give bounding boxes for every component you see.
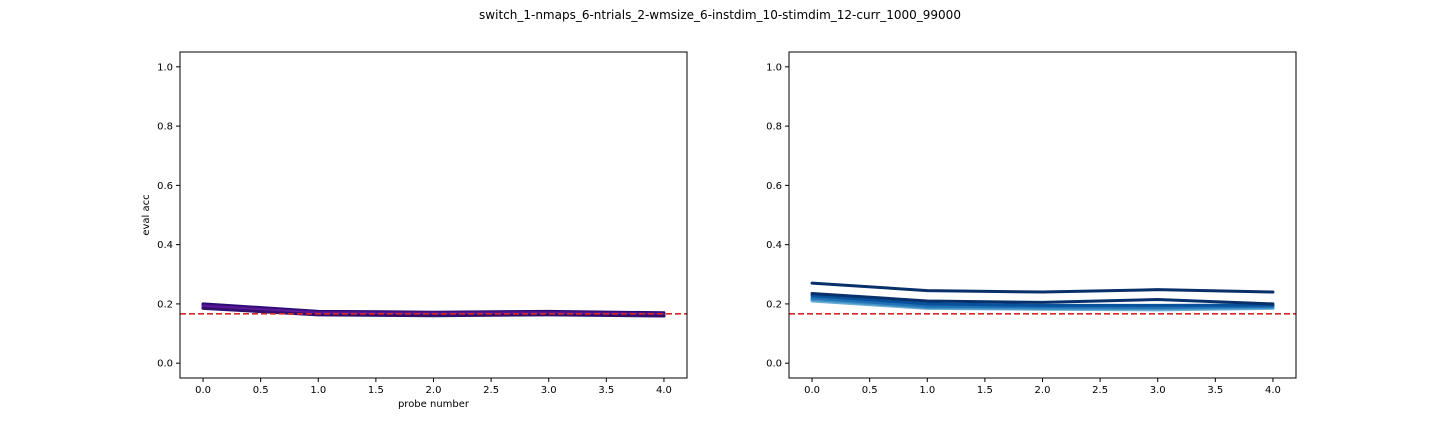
chart-0-x-tick-label: 2.5 (483, 385, 499, 396)
chart-0-x-tick-label: 1.5 (368, 385, 384, 396)
chart-1-y-tick-label: 1.0 (766, 62, 782, 73)
chart-1-x-tick-label: 0.5 (862, 385, 878, 396)
figure-title: switch_1-nmaps_6-ntrials_2-wmsize_6-inst… (479, 8, 961, 22)
chart-0-series-line-5 (201, 306, 666, 318)
chart-0-x-tick-label: 1.0 (310, 385, 326, 396)
chart-0-y-tick-label: 0.4 (157, 240, 173, 251)
chart-0-x-tick-label: 3.5 (598, 385, 614, 396)
chart-1-series-line-5 (810, 281, 1275, 294)
chart-1-y-tick-label: 0.2 (766, 299, 782, 310)
chart-0-y-tick-label: 0.0 (157, 359, 173, 370)
chart-1-x-tick-label: 2.0 (1035, 385, 1051, 396)
chart-1-x-tick-label: 4.0 (1265, 385, 1281, 396)
chart-1-y-tick-label: 0.6 (766, 181, 782, 192)
chart-1-x-tick-label: 0.0 (804, 385, 820, 396)
chart-0-x-tick-label: 3.0 (541, 385, 557, 396)
chart-0-y-tick-label: 0.2 (157, 299, 173, 310)
chart-1-x-tick-label: 2.5 (1092, 385, 1108, 396)
chart-1-x-tick-label: 3.0 (1150, 385, 1166, 396)
chart-0-y-tick-label: 0.6 (157, 181, 173, 192)
chart-1-x-tick-label: 1.0 (919, 385, 935, 396)
chart-1-x-tick-label: 1.5 (977, 385, 993, 396)
chart-1-x-tick-label: 3.5 (1207, 385, 1223, 396)
chart-0-y-tick-label: 0.8 (157, 122, 173, 133)
chart-0-x-axis-label: probe number (398, 399, 470, 410)
chart-1-y-tick-label: 0.4 (766, 240, 782, 251)
chart-0-x-tick-label: 0.0 (195, 385, 211, 396)
left-subplot: 0.0 0.5 1.0 1.5 2.0 2.5 3.0 3.5 4.0 0.0 0.2 0.4 0.6 0… (141, 51, 688, 410)
chart-1-y-tick-label: 0.8 (766, 122, 782, 133)
chart-0-x-tick-label: 2.0 (426, 385, 442, 396)
chart-1-y-tick-label: 0.0 (766, 359, 782, 370)
chart-0-x-tick-label: 0.5 (253, 385, 269, 396)
chart-0-y-axis-label: eval acc (141, 194, 152, 235)
chart-1-series-line-4 (810, 292, 1275, 306)
right-subplot: 0.0 0.5 1.0 1.5 2.0 2.5 3.0 3.5 4.0 0.0 0.2 0.4 0.6 0… (766, 51, 1297, 396)
chart-0-x-tick-label: 4.0 (656, 385, 672, 396)
chart-0-y-tick-label: 1.0 (157, 62, 173, 73)
chart-1-series-line-3 (810, 294, 1275, 307)
